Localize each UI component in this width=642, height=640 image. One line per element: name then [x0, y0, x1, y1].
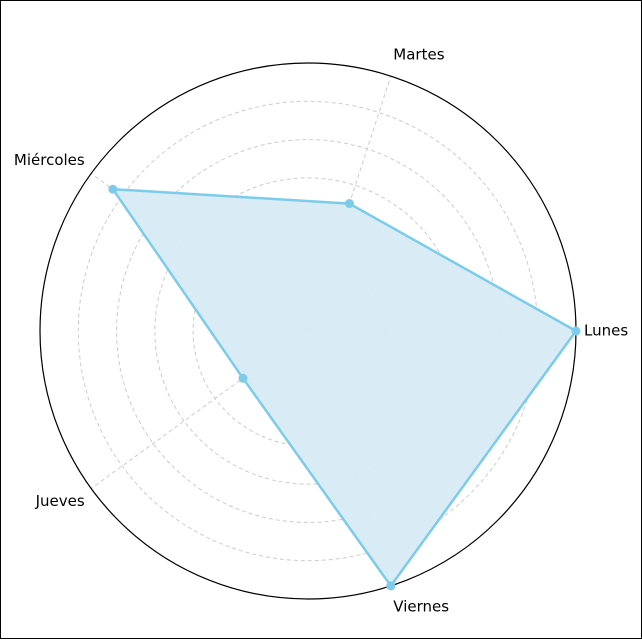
axis-label-lunes: Lunes	[584, 322, 628, 340]
data-point-jueves	[238, 373, 248, 383]
data-point-viernes	[386, 581, 396, 591]
data-point-lunes	[571, 326, 581, 336]
series-layer	[108, 184, 581, 591]
data-point-miércoles	[108, 184, 118, 194]
axis-label-jueves: Jueves	[35, 492, 85, 510]
label-layer: Lunes Martes Miércoles Jueves Viernes	[14, 46, 628, 616]
axis-label-miercoles: Miércoles	[14, 151, 85, 169]
axis-label-martes: Martes	[393, 46, 444, 64]
series-area	[111, 187, 578, 588]
data-point-martes	[344, 199, 354, 209]
axis-label-viernes: Viernes	[393, 597, 449, 615]
